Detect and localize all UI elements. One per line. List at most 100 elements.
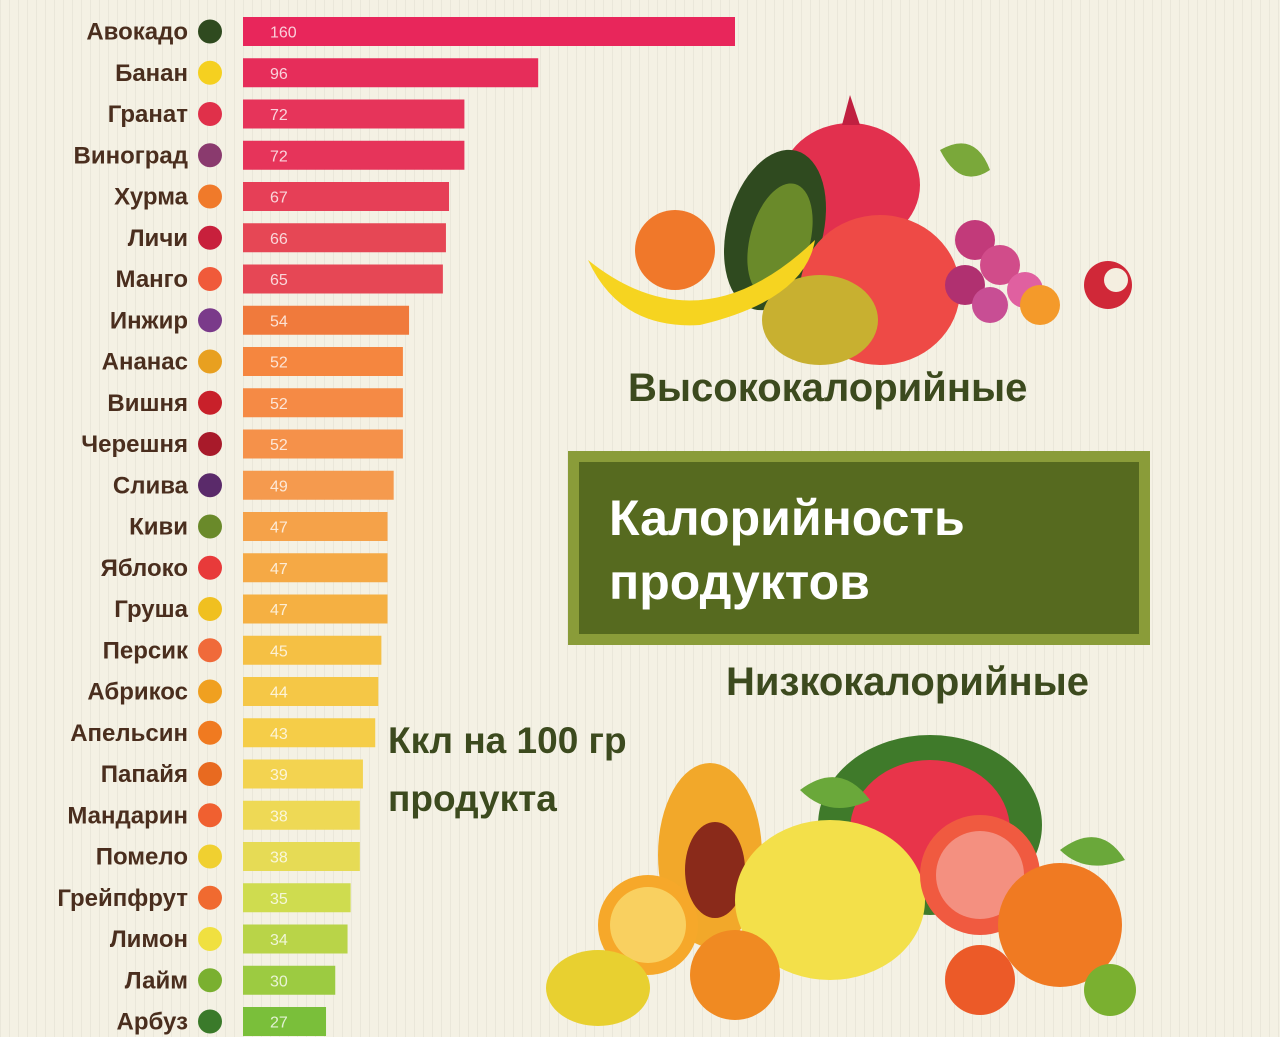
sweet-cherry-icon bbox=[198, 432, 222, 456]
value-label: 47 bbox=[270, 561, 288, 578]
low-calorie-heading: Низкокалорийные bbox=[726, 660, 1090, 704]
bar-row: Арбуз 27 bbox=[117, 1007, 327, 1036]
category-label: Личи bbox=[128, 225, 188, 252]
bar-row: Вишня 52 bbox=[107, 388, 403, 418]
bar bbox=[243, 759, 363, 789]
bar-row: Слива 49 bbox=[113, 470, 394, 500]
lychee-flesh bbox=[1104, 268, 1128, 292]
bar bbox=[243, 677, 379, 706]
bar bbox=[243, 635, 382, 665]
bar bbox=[243, 305, 410, 335]
orange-icon bbox=[198, 720, 222, 745]
category-label: Груша bbox=[114, 596, 188, 623]
value-label: 45 bbox=[270, 643, 288, 660]
bar-row: Помело 38 bbox=[96, 842, 360, 871]
peach-icon bbox=[198, 638, 222, 663]
value-label: 38 bbox=[270, 808, 288, 825]
value-label: 54 bbox=[270, 313, 288, 330]
grape-icon bbox=[945, 265, 985, 305]
value-label: 35 bbox=[270, 891, 288, 908]
grapefruit-icon bbox=[198, 885, 222, 910]
watermelon-icon bbox=[198, 1009, 222, 1034]
value-label: 43 bbox=[270, 726, 288, 743]
unit-label: Ккл на 100 гр продукта bbox=[388, 720, 627, 819]
bar bbox=[243, 223, 446, 253]
value-label: 72 bbox=[270, 107, 288, 124]
value-label: 34 bbox=[270, 932, 288, 949]
value-label: 38 bbox=[270, 850, 288, 867]
bar bbox=[243, 470, 394, 500]
bar bbox=[243, 17, 735, 46]
bar-row: Апельсин 43 bbox=[70, 718, 376, 748]
category-label: Помело bbox=[96, 844, 188, 871]
high-calorie-heading: Высококалорийные bbox=[628, 366, 1028, 410]
category-label: Папайя bbox=[101, 761, 188, 788]
value-label: 44 bbox=[270, 685, 288, 702]
bar-row: Инжир 54 bbox=[110, 305, 410, 335]
low-calorie-fruits-illustration bbox=[546, 735, 1136, 1026]
persimmon-icon bbox=[198, 184, 222, 209]
bar bbox=[243, 965, 336, 995]
value-label: 66 bbox=[270, 231, 288, 248]
grapefruit-flesh bbox=[936, 831, 1024, 919]
category-label: Виноград bbox=[74, 142, 188, 169]
lemon-icon bbox=[546, 950, 650, 1026]
bar bbox=[243, 347, 403, 376]
value-label: 52 bbox=[270, 437, 288, 454]
orange-icon bbox=[998, 863, 1122, 987]
banana-icon bbox=[588, 240, 815, 326]
bar bbox=[243, 718, 376, 748]
bar bbox=[243, 553, 388, 583]
value-label: 67 bbox=[270, 190, 288, 207]
value-label: 47 bbox=[270, 602, 288, 619]
category-label: Черешня bbox=[81, 431, 188, 458]
pomegranate-crown bbox=[842, 95, 860, 125]
value-label: 27 bbox=[270, 1015, 288, 1032]
category-label: Инжир bbox=[110, 307, 188, 334]
grape-icon bbox=[980, 245, 1020, 285]
category-label: Авокадо bbox=[86, 19, 188, 46]
pomelo-icon bbox=[198, 844, 222, 869]
bar bbox=[243, 140, 465, 170]
lychee-icon bbox=[198, 225, 222, 250]
banana-icon bbox=[198, 60, 222, 85]
value-label: 72 bbox=[270, 148, 288, 165]
bar-row: Гранат 72 bbox=[108, 99, 465, 129]
category-label: Грейпфрут bbox=[57, 885, 188, 912]
bar-row: Черешня 52 bbox=[81, 429, 403, 459]
category-label: Арбуз bbox=[117, 1009, 189, 1036]
persimmon-icon bbox=[635, 210, 715, 290]
plum-icon bbox=[198, 473, 222, 498]
leaf-icon bbox=[800, 777, 870, 808]
bar-row: Киви 47 bbox=[129, 512, 388, 541]
bar-row: Грейпфрут 35 bbox=[57, 883, 351, 913]
value-label: 49 bbox=[270, 478, 288, 495]
grape-leaf-icon bbox=[940, 143, 990, 177]
value-label: 52 bbox=[270, 396, 288, 413]
category-label: Хурма bbox=[114, 184, 189, 211]
category-label: Ананас bbox=[102, 349, 188, 376]
kiwi-icon bbox=[198, 514, 222, 539]
papaya-icon bbox=[198, 762, 222, 786]
value-label: 160 bbox=[270, 25, 297, 42]
bar bbox=[243, 924, 348, 954]
bar bbox=[243, 883, 351, 913]
lemon-icon bbox=[198, 927, 222, 951]
apple-icon bbox=[198, 555, 222, 580]
bar-row: Хурма 67 bbox=[114, 182, 450, 211]
papaya-flesh bbox=[685, 822, 745, 918]
value-label: 65 bbox=[270, 272, 288, 289]
lime-icon bbox=[1084, 964, 1136, 1016]
mango-icon bbox=[198, 267, 222, 291]
bar bbox=[243, 512, 388, 541]
pomegranate-icon bbox=[198, 102, 222, 126]
bar-row: Лайм 30 bbox=[125, 965, 336, 995]
category-label: Вишня bbox=[107, 390, 188, 417]
category-label: Манго bbox=[116, 266, 188, 293]
bar bbox=[243, 429, 403, 459]
category-label: Киви bbox=[129, 514, 188, 541]
bar bbox=[243, 182, 450, 211]
bar-row: Яблоко 47 bbox=[101, 553, 388, 583]
bar bbox=[243, 264, 443, 294]
